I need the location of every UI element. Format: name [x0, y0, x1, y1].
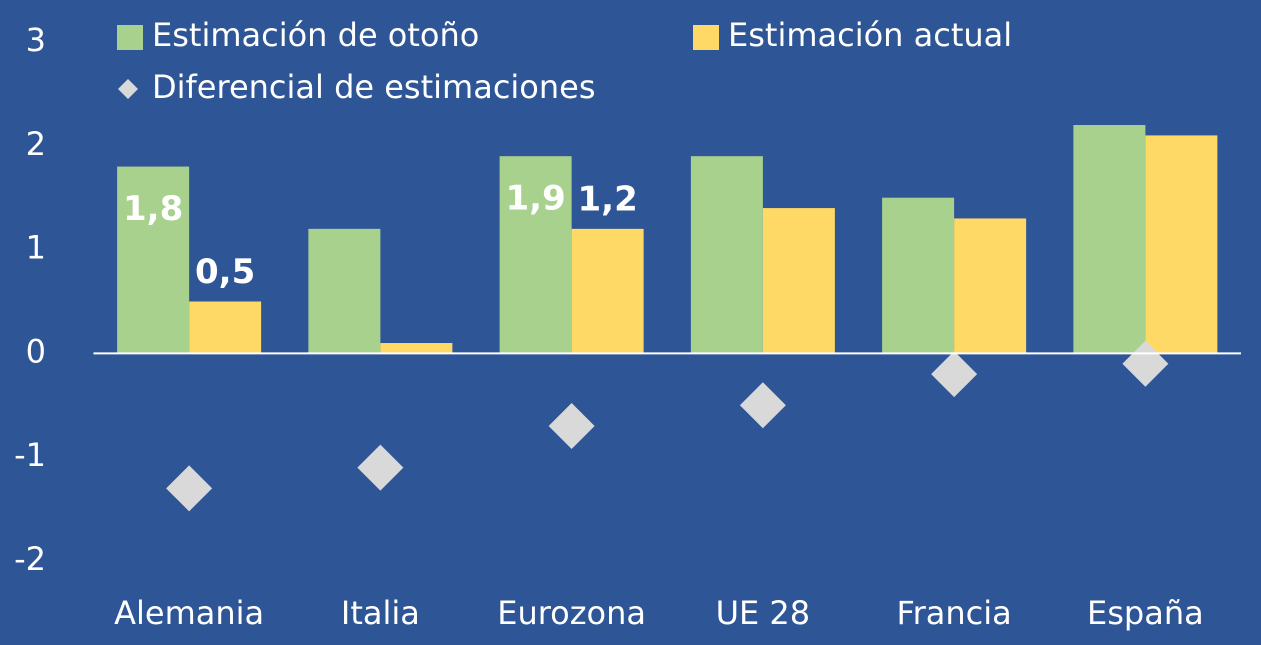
- bar: [1145, 135, 1218, 354]
- x-tick-label: Italia: [341, 594, 420, 632]
- y-tick-label: 1: [26, 229, 46, 267]
- data-label: 1,9: [506, 179, 566, 219]
- y-tick-label: 3: [26, 21, 46, 59]
- y-tick-label: 2: [26, 125, 46, 163]
- x-tick-label: UE 28: [716, 594, 811, 632]
- bar: [308, 228, 381, 354]
- legend-swatch: [117, 25, 143, 50]
- data-label: 1,8: [123, 189, 183, 229]
- data-label: 1,2: [578, 179, 638, 219]
- bar: [380, 343, 453, 354]
- diamond-marker: [166, 465, 213, 512]
- bar: [690, 156, 763, 354]
- y-tick-label: -2: [14, 540, 46, 578]
- diamond-marker: [1122, 340, 1169, 387]
- y-tick-label: -1: [14, 436, 46, 474]
- diamond-marker: [548, 403, 595, 450]
- x-tick-label: Francia: [897, 594, 1012, 632]
- diamond-marker: [739, 382, 786, 429]
- x-tick-label: Alemania: [114, 594, 264, 632]
- bar: [117, 166, 190, 354]
- legend-label: Estimación de otoño: [152, 16, 479, 54]
- bar: [882, 197, 955, 354]
- diamond-marker: [357, 444, 404, 491]
- bar: [762, 208, 835, 354]
- legend-label: Diferencial de estimaciones: [152, 68, 596, 106]
- bar: [1073, 125, 1146, 354]
- diamond-marker: [931, 351, 978, 398]
- legend-swatch: [693, 25, 719, 50]
- bar: [189, 301, 262, 354]
- y-tick-label: 0: [26, 332, 46, 370]
- bar: [571, 228, 644, 354]
- x-tick-label: Eurozona: [497, 594, 646, 632]
- data-label: 0,5: [195, 252, 255, 292]
- x-tick-label: España: [1087, 594, 1204, 632]
- bar: [499, 156, 572, 354]
- legend-marker: [118, 79, 138, 99]
- bar: [954, 218, 1027, 354]
- legend-label: Estimación actual: [728, 16, 1012, 54]
